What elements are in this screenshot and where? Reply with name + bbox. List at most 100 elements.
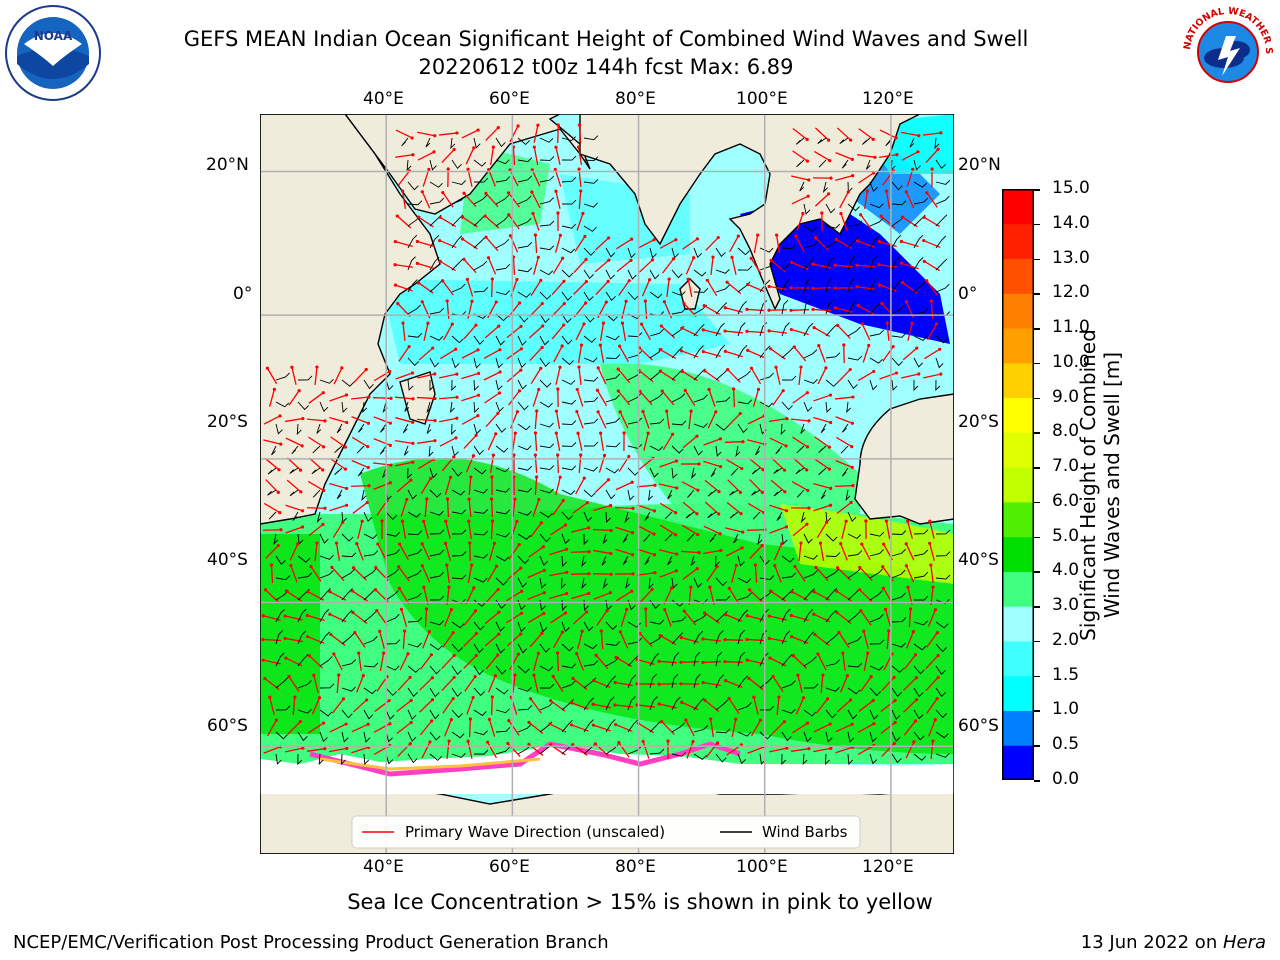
wind-barb — [759, 372, 774, 381]
wave-direction-arrowhead — [686, 277, 690, 281]
wind-barb — [627, 719, 639, 733]
wave-direction-arrowhead — [789, 308, 793, 312]
wave-direction-arrowhead — [805, 468, 809, 472]
wave-direction-arrowhead — [647, 278, 652, 282]
wave-direction-arrow — [556, 652, 560, 672]
wave-direction-arrowhead — [533, 431, 538, 435]
wave-direction-arrowhead — [312, 673, 316, 677]
wave-direction-arrow — [441, 676, 455, 692]
lon-label-top-100: 100°E — [736, 89, 788, 109]
wave-direction-arrowhead — [899, 239, 903, 244]
wave-direction-arrowhead — [393, 263, 397, 267]
wave-direction-arrowhead — [507, 719, 511, 723]
wave-direction-arrow — [616, 238, 632, 250]
wind-barb — [693, 345, 704, 359]
wind-barb — [737, 555, 745, 567]
wave-direction-arrowhead — [627, 454, 631, 459]
wave-direction-arrowhead — [263, 588, 268, 592]
wind-barb — [913, 665, 925, 675]
lon-label-bottom-80: 80°E — [615, 857, 656, 877]
wind-barb — [839, 137, 849, 145]
wave-direction-arrowhead — [630, 531, 635, 535]
wind-barb — [649, 418, 665, 425]
wave-direction-arrowhead — [714, 410, 718, 414]
wave-direction-arrowhead — [818, 541, 823, 545]
wave-direction-arrowhead — [409, 478, 413, 482]
footer-credit: NCEP/EMC/Verification Post Processing Pr… — [13, 932, 609, 953]
map-legend: Primary Wave Direction (unscaled) Wind B… — [351, 815, 861, 849]
wind-barb — [407, 256, 416, 271]
wind-barb — [795, 467, 805, 475]
wave-direction-arrowhead — [789, 327, 793, 332]
wave-direction-arrowhead — [806, 488, 810, 493]
wave-direction-arrowhead — [520, 611, 524, 615]
wave-direction-arrowhead — [850, 445, 854, 449]
wave-direction-arrow — [534, 432, 538, 452]
wave-direction-arrow — [314, 366, 318, 386]
wave-direction-arrow — [593, 703, 611, 709]
wave-direction-arrowhead — [513, 431, 517, 435]
wave-direction-arrowhead — [471, 695, 475, 700]
wind-barb — [583, 697, 594, 711]
colorbar-tick-mark — [1034, 710, 1040, 712]
wave-direction-arrow — [901, 131, 919, 137]
wind-barb — [341, 588, 353, 601]
wave-direction-arrow — [731, 565, 737, 583]
wind-barb — [602, 577, 608, 590]
wave-direction-arrowhead — [630, 480, 634, 484]
wave-direction-arrowhead — [474, 323, 478, 327]
wave-direction-arrow — [682, 568, 698, 580]
wave-direction-arrow — [792, 392, 808, 404]
wind-barb — [380, 423, 387, 433]
wind-barb — [891, 642, 906, 648]
wave-direction-arrow — [554, 169, 562, 187]
wind-barb — [913, 549, 929, 557]
wave-direction-arrowhead — [813, 632, 817, 637]
wave-direction-arrow — [578, 366, 582, 386]
wind-barb — [539, 665, 554, 672]
wave-direction-arrow — [685, 257, 695, 275]
wave-direction-arrow — [461, 372, 479, 380]
wind-barb — [759, 677, 773, 689]
wave-direction-arrow — [834, 484, 854, 488]
wind-barb — [385, 613, 400, 623]
wave-direction-arrowhead — [591, 723, 596, 727]
wind-barb — [803, 533, 813, 544]
wave-direction-arrow — [395, 129, 413, 139]
wave-direction-arrowhead — [930, 167, 934, 171]
wave-direction-arrow — [659, 570, 677, 578]
wind-barb — [583, 357, 598, 363]
wave-direction-arrow — [484, 392, 500, 404]
wave-direction-arrow — [577, 147, 583, 165]
wave-direction-arrowhead — [629, 237, 634, 241]
wave-direction-arrowhead — [466, 167, 470, 171]
wave-direction-arrow — [769, 526, 787, 534]
wave-direction-arrowhead — [416, 215, 421, 219]
wind-barb — [495, 445, 509, 453]
wave-direction-arrow — [422, 631, 430, 649]
wave-direction-arrowhead — [922, 259, 926, 263]
wave-direction-arrow — [728, 698, 740, 714]
wind-barb — [935, 665, 946, 676]
wave-direction-arrowhead — [455, 416, 459, 420]
wave-direction-arrowhead — [374, 565, 378, 570]
wave-direction-arrow — [356, 543, 364, 561]
wind-barb — [869, 613, 884, 623]
wave-direction-arrow — [593, 592, 611, 600]
wave-direction-arrowhead — [622, 431, 626, 435]
wind-barb — [363, 568, 377, 579]
wave-direction-arrowhead — [718, 437, 723, 441]
wave-direction-arrowhead — [387, 698, 391, 703]
wave-direction-arrow — [907, 323, 913, 341]
wave-direction-arrowhead — [701, 328, 705, 332]
wave-direction-arrowhead — [806, 194, 810, 198]
wave-direction-arrowhead — [749, 256, 753, 260]
wave-direction-arrowhead — [388, 481, 392, 485]
wave-direction-arrow — [288, 676, 300, 692]
wave-direction-arrow — [839, 191, 849, 209]
lon-label-top-80: 80°E — [615, 89, 656, 109]
wind-barb — [737, 731, 752, 737]
wave-direction-arrowhead — [917, 372, 921, 376]
wave-direction-arrowhead — [433, 396, 437, 401]
wind-barb — [935, 687, 946, 698]
